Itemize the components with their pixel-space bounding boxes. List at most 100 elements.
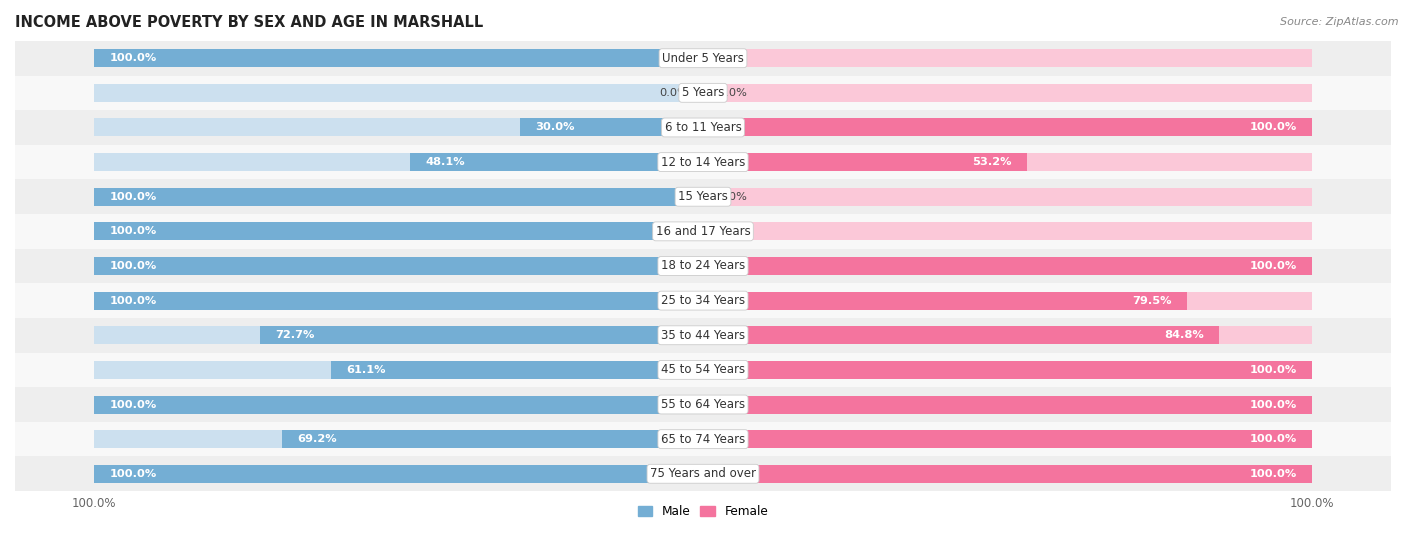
Text: 0.0%: 0.0% [659,88,688,98]
Bar [703,257,1312,275]
Bar [94,257,703,275]
Text: 100.0%: 100.0% [110,469,156,479]
Text: 55 to 64 Years: 55 to 64 Years [661,398,745,411]
Bar [15,145,1391,179]
Bar [703,49,1312,67]
Text: 100.0%: 100.0% [1250,122,1296,132]
Bar [703,222,1312,240]
Bar [15,457,1391,491]
Bar [94,222,703,240]
Bar [703,119,1312,136]
Text: 25 to 34 Years: 25 to 34 Years [661,294,745,307]
Bar [15,353,1391,387]
Text: 6 to 11 Years: 6 to 11 Years [665,121,741,134]
Bar [94,49,703,67]
Bar [94,153,703,171]
Bar [94,188,703,206]
Text: 100.0%: 100.0% [110,226,156,236]
Bar [94,188,703,206]
Text: Under 5 Years: Under 5 Years [662,51,744,65]
Bar [94,84,703,102]
Bar [703,188,1312,206]
Text: 30.0%: 30.0% [536,122,575,132]
Bar [94,361,703,379]
Bar [703,326,1219,344]
Bar [520,119,703,136]
Bar [15,75,1391,110]
Bar [411,153,703,171]
Bar [703,430,1312,448]
Text: 0.0%: 0.0% [718,53,747,63]
Bar [703,292,1312,310]
Text: 100.0%: 100.0% [110,400,156,410]
Text: INCOME ABOVE POVERTY BY SEX AND AGE IN MARSHALL: INCOME ABOVE POVERTY BY SEX AND AGE IN M… [15,15,484,30]
Text: 79.5%: 79.5% [1132,296,1171,306]
Bar [15,41,1391,75]
Text: 75 Years and over: 75 Years and over [650,467,756,480]
Bar [94,465,703,483]
Bar [330,361,703,379]
Bar [703,396,1312,414]
Legend: Male, Female: Male, Female [633,501,773,523]
Text: 100.0%: 100.0% [1250,365,1296,375]
Bar [94,396,703,414]
Bar [15,214,1391,249]
Bar [94,119,703,136]
Bar [94,292,703,310]
Text: 0.0%: 0.0% [718,192,747,202]
Bar [703,326,1312,344]
Text: 100.0%: 100.0% [110,192,156,202]
Bar [15,387,1391,422]
Text: 0.0%: 0.0% [718,226,747,236]
Bar [703,361,1312,379]
Text: 45 to 54 Years: 45 to 54 Years [661,363,745,376]
Text: 69.2%: 69.2% [297,434,336,444]
Bar [94,465,703,483]
Text: 100.0%: 100.0% [110,261,156,271]
Bar [94,292,703,310]
Bar [15,249,1391,283]
Text: 48.1%: 48.1% [426,157,465,167]
Bar [94,326,703,344]
Text: 100.0%: 100.0% [1250,261,1296,271]
Bar [15,318,1391,353]
Bar [703,292,1187,310]
Bar [94,222,703,240]
Text: 65 to 74 Years: 65 to 74 Years [661,433,745,446]
Text: 61.1%: 61.1% [346,365,385,375]
Text: 100.0%: 100.0% [110,296,156,306]
Text: 53.2%: 53.2% [972,157,1012,167]
Text: 84.8%: 84.8% [1164,330,1204,340]
Text: 16 and 17 Years: 16 and 17 Years [655,225,751,238]
Bar [15,110,1391,145]
Text: 18 to 24 Years: 18 to 24 Years [661,259,745,272]
Text: 100.0%: 100.0% [1250,469,1296,479]
Bar [94,430,703,448]
Bar [703,257,1312,275]
Text: 35 to 44 Years: 35 to 44 Years [661,329,745,342]
Bar [703,119,1312,136]
Text: 72.7%: 72.7% [276,330,315,340]
Bar [15,283,1391,318]
Bar [703,361,1312,379]
Bar [703,465,1312,483]
Text: 12 to 14 Years: 12 to 14 Years [661,155,745,169]
Bar [703,396,1312,414]
Bar [703,153,1026,171]
Text: 100.0%: 100.0% [1250,400,1296,410]
Bar [281,430,703,448]
Bar [94,396,703,414]
Bar [260,326,703,344]
Bar [15,422,1391,457]
Text: Source: ZipAtlas.com: Source: ZipAtlas.com [1281,17,1399,27]
Bar [703,84,1312,102]
Text: 100.0%: 100.0% [1250,434,1296,444]
Text: 15 Years: 15 Years [678,190,728,203]
Bar [15,179,1391,214]
Bar [94,257,703,275]
Text: 100.0%: 100.0% [110,53,156,63]
Bar [703,430,1312,448]
Text: 0.0%: 0.0% [718,88,747,98]
Bar [703,465,1312,483]
Bar [94,49,703,67]
